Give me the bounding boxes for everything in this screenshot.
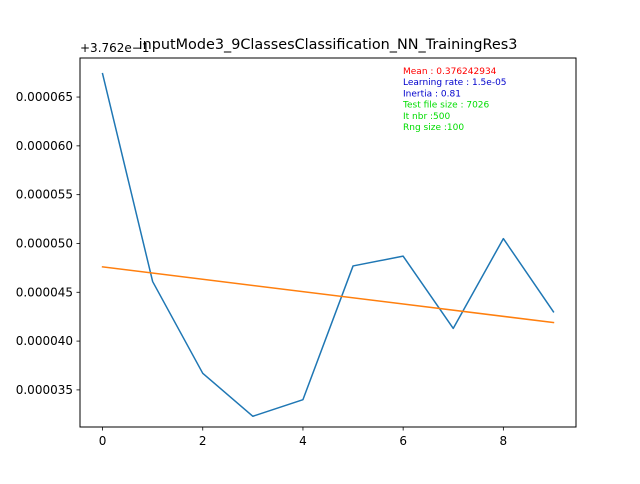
y-tick-label: 0.000065 — [16, 90, 73, 104]
annotation-text: Inertia : 0.81 — [403, 89, 461, 99]
y-tick-label: 0.000060 — [16, 139, 73, 153]
x-tick-label: 8 — [500, 434, 508, 448]
x-tick-label: 6 — [399, 434, 407, 448]
series-line-1 — [101, 266, 555, 324]
y-tick-label: 0.000040 — [16, 334, 73, 348]
y-axis: 0.000035 0.000040 0.000045 0.000050 0.000055… — [16, 90, 80, 397]
x-axis: 0 2 4 6 8 — [99, 427, 507, 448]
y-offset-label: +3.762e−1 — [80, 41, 149, 55]
series-line-0 — [101, 72, 555, 418]
y-tick-label: 0.000045 — [16, 285, 73, 299]
series-layer — [101, 72, 555, 418]
annotation-text: Rng size :100 — [403, 123, 464, 133]
y-tick-label: 0.000050 — [16, 236, 73, 250]
annotation-text: It nbr :500 — [403, 112, 451, 122]
x-tick-label: 0 — [99, 434, 107, 448]
x-tick-label: 2 — [199, 434, 207, 448]
plot-area — [80, 58, 576, 427]
annotation-text: Mean : 0.376242934 — [403, 67, 497, 77]
annotation-text: Learning rate : 1.5e-05 — [403, 78, 507, 88]
x-tick-label: 4 — [299, 434, 307, 448]
y-tick-label: 0.000055 — [16, 188, 73, 202]
y-tick-label: 0.000035 — [16, 383, 73, 397]
annotation-text: Test file size : 7026 — [402, 101, 490, 111]
plot-frame — [79, 57, 577, 428]
chart-title: inputMode3_9ClassesClassification_NN_Tra… — [139, 37, 518, 53]
